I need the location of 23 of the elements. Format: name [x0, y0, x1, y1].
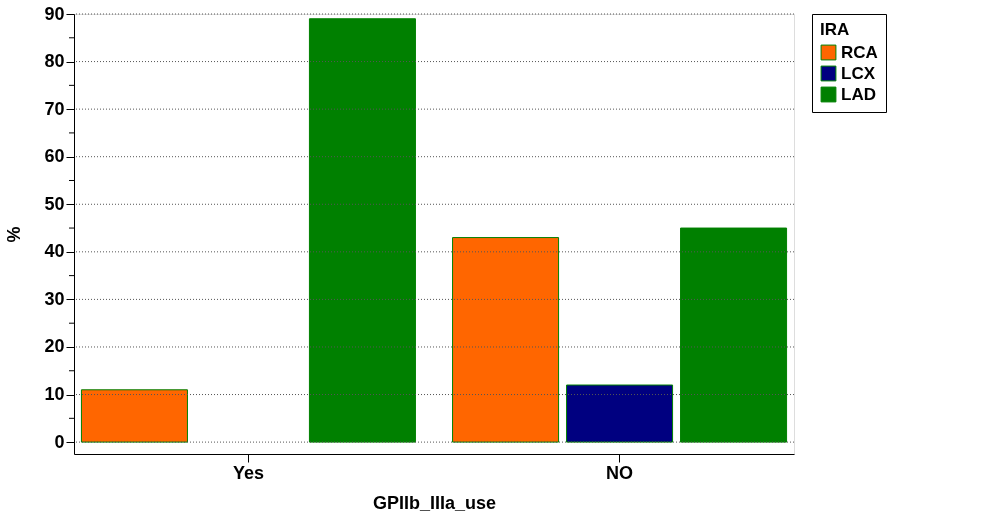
x-tick-label: Yes	[232, 462, 264, 483]
legend-label: LCX	[841, 63, 876, 83]
y-axis-title: %	[4, 226, 25, 243]
y-tick-label: 60	[44, 146, 65, 167]
y-tick-label: 80	[44, 51, 65, 72]
y-tick-label: 70	[44, 98, 65, 119]
y-tick-label: 30	[44, 288, 65, 309]
bar	[308, 18, 416, 443]
x-tick-label: NO	[606, 462, 634, 483]
y-tick-label: 10	[44, 384, 65, 405]
y-tick-label: 50	[44, 193, 65, 214]
bar	[680, 227, 788, 443]
legend-label: LAD	[841, 84, 876, 104]
y-tick-label: 40	[44, 241, 65, 262]
bar	[566, 384, 674, 443]
bar	[80, 389, 188, 443]
y-tick-label: 90	[44, 3, 65, 24]
legend-label: RCA	[841, 42, 878, 62]
x-axis-title: GPIIb_IIIa_use	[372, 492, 497, 513]
y-tick-label: 0	[54, 431, 65, 452]
legend-title: IRA	[820, 20, 850, 39]
bar	[452, 237, 560, 443]
y-tick-label: 20	[44, 336, 65, 357]
